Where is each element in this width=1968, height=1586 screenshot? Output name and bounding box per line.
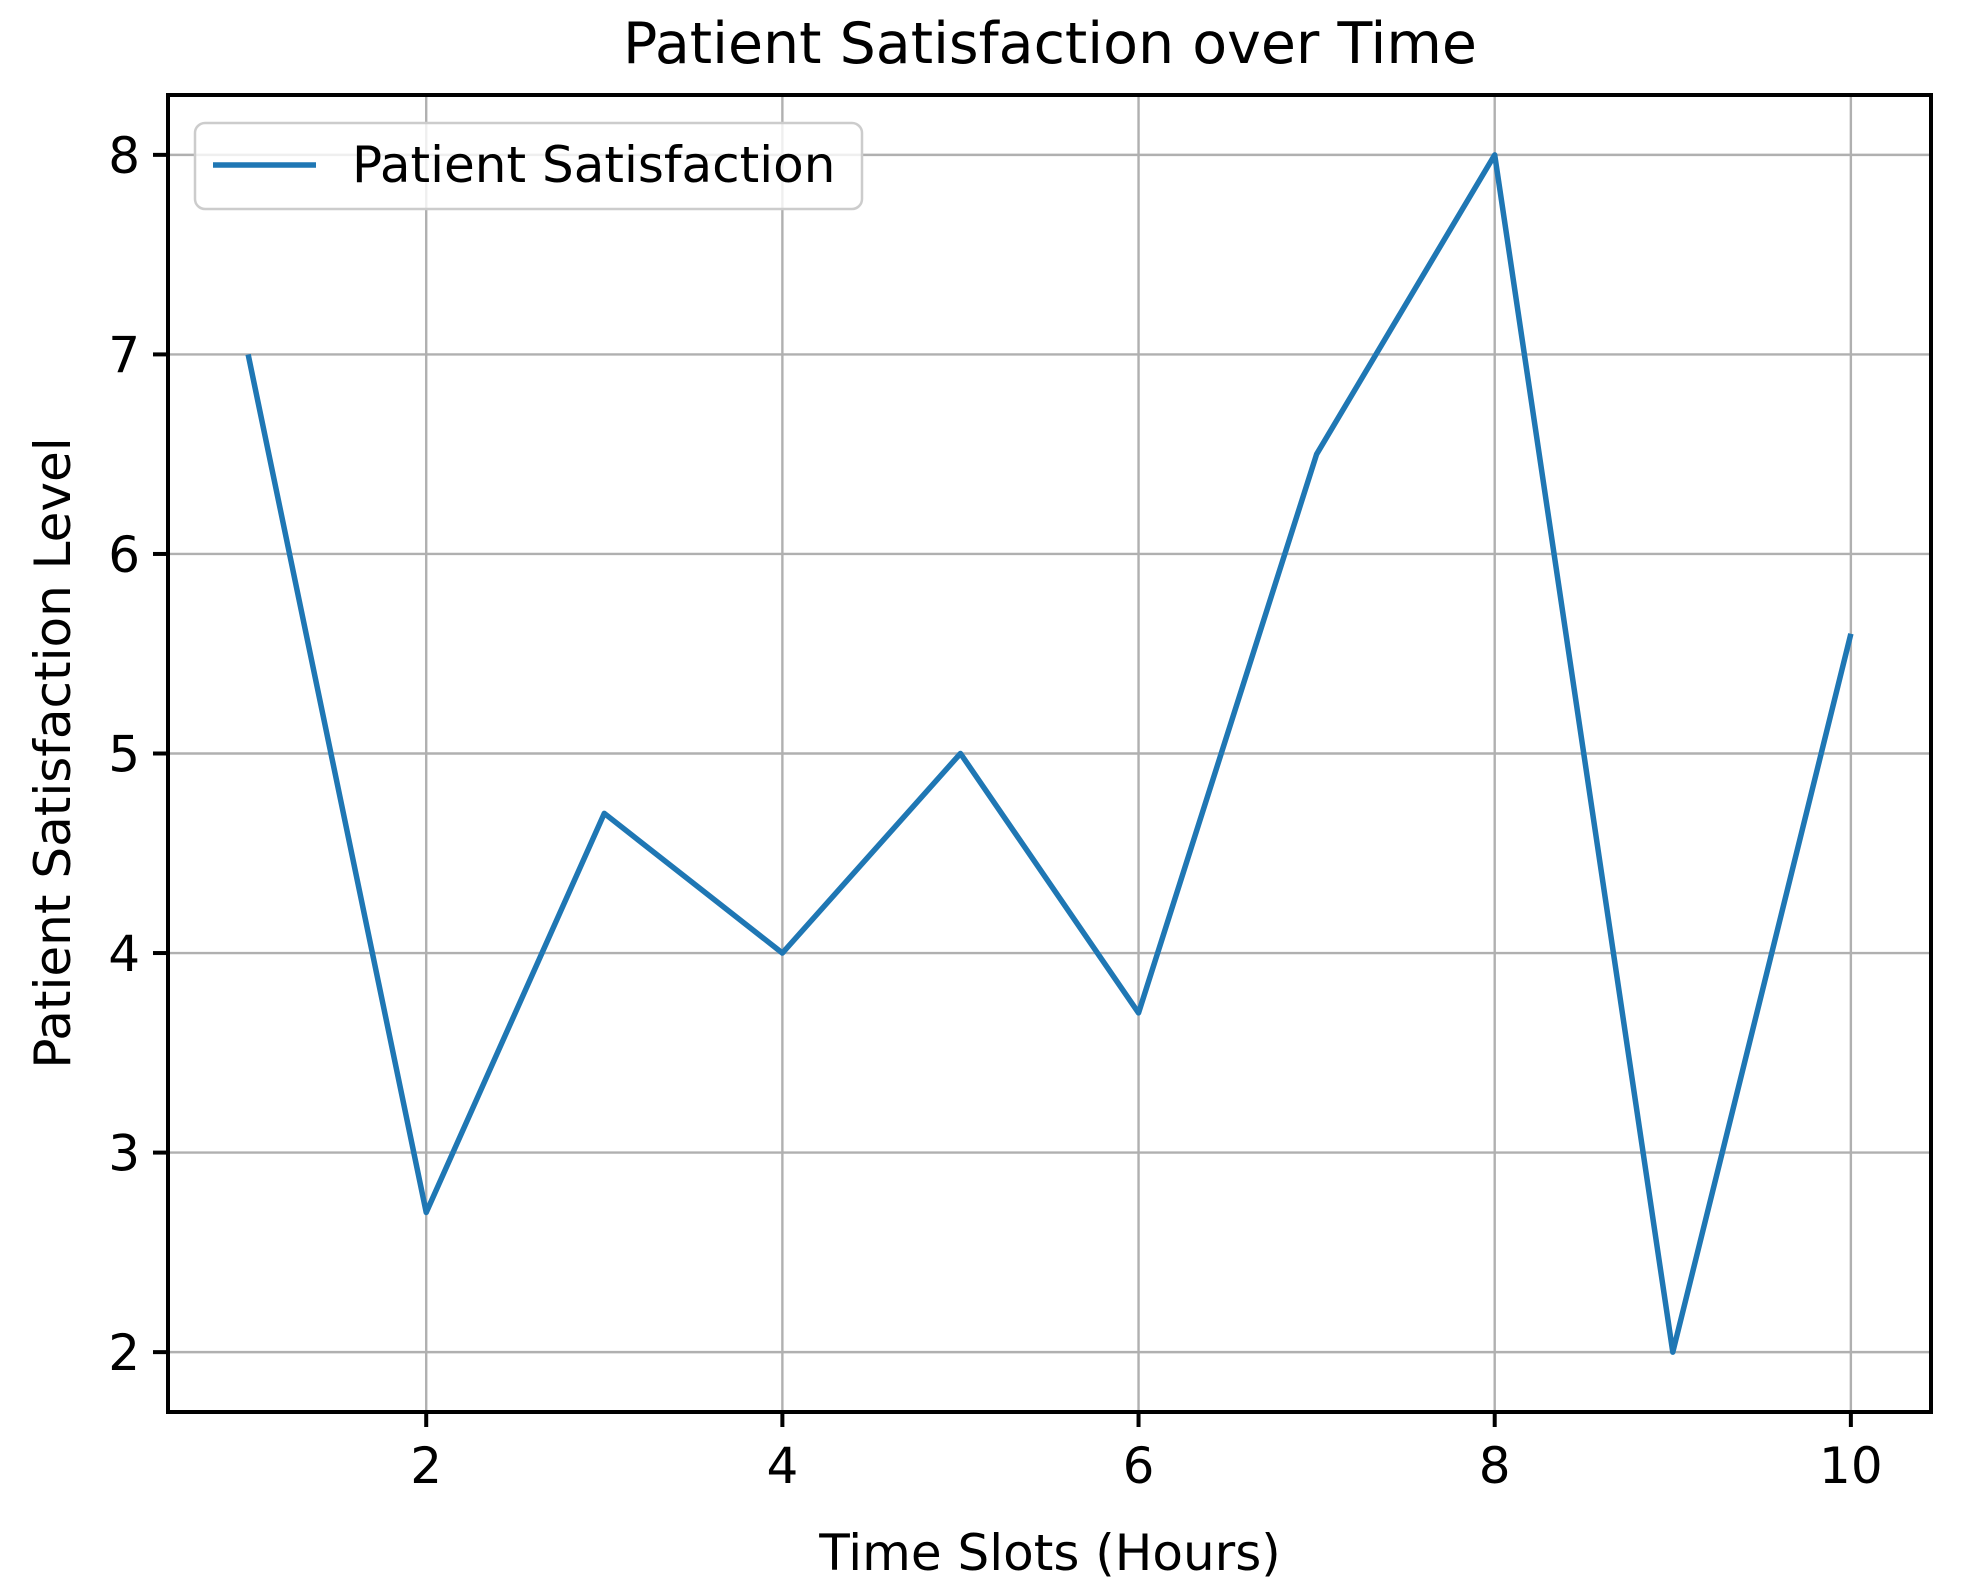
chart-title: Patient Satisfaction over Time [623,11,1477,77]
x-tick-label: 4 [766,1437,798,1495]
y-axis-label: Patient Satisfaction Level [24,437,82,1068]
y-axis-ticks [153,152,168,1355]
y-tick-label: 8 [108,127,140,185]
legend-label: Patient Satisfaction [352,136,835,194]
y-tick-label: 2 [108,1324,140,1382]
y-tick-label: 7 [108,326,140,384]
series-line-patient-satisfaction [245,152,1854,1355]
y-tick-label: 5 [108,726,140,784]
y-axis-tick-labels: 2 3 4 5 6 7 8 [108,127,140,1382]
legend-box [193,121,864,211]
x-axis-tick-labels: 2 4 6 8 10 [410,1437,1882,1495]
y-gridlines [168,153,1931,1354]
y-tick-label: 6 [108,526,140,584]
x-tick-label: 2 [410,1437,442,1495]
x-tick-label: 10 [1819,1437,1883,1495]
x-tick-label: 6 [1123,1437,1155,1495]
x-axis-label: Time Slots (Hours) [818,1524,1281,1582]
y-tick-label: 4 [108,925,140,983]
legend: Patient Satisfaction [193,121,864,211]
x-axis-ticks [424,1412,1853,1427]
y-tick-label: 3 [108,1125,140,1183]
x-tick-label: 8 [1479,1437,1511,1495]
